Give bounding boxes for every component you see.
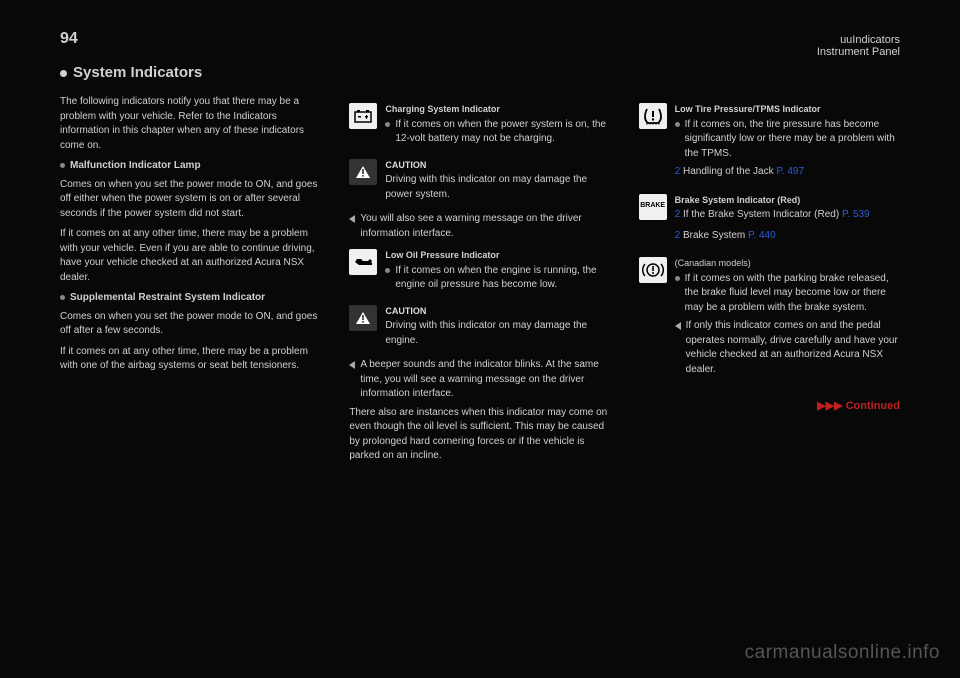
breadcrumb-line2: Instrument Panel	[817, 46, 900, 58]
brake-word: BRAKE	[640, 201, 665, 211]
heading-text: Malfunction Indicator Lamp	[70, 159, 201, 174]
caution-head: CAUTION	[385, 160, 426, 170]
caution-text: Driving with this indicator on may damag…	[385, 173, 610, 202]
brake-ca-bullet: If it comes on with the parking brake re…	[685, 272, 900, 316]
oil-footnote: There also are instances when this indic…	[349, 406, 610, 464]
restraint-item-1: Comes on when you set the power mode to …	[60, 310, 321, 339]
caution-icon	[349, 159, 377, 185]
bullet-icon	[385, 268, 390, 273]
heading-text: Supplemental Restraint System Indicator	[70, 291, 265, 306]
charging-label: Charging System Indicator	[385, 104, 500, 114]
intro-text: The following indicators notify you that…	[60, 95, 321, 153]
brake-label: Brake System Indicator (Red)	[675, 195, 801, 205]
brake-us-content: Brake System Indicator (Red) 2 If the Br…	[675, 194, 870, 250]
content-columns: The following indicators notify you that…	[60, 95, 900, 470]
bullet-icon	[675, 276, 680, 281]
watermark: carmanualsonline.info	[745, 642, 940, 664]
brake-us-row: BRAKE Brake System Indicator (Red) 2 If …	[639, 194, 900, 250]
link-text: Brake System	[683, 230, 745, 241]
battery-icon	[349, 103, 377, 129]
tpms-bullet: If it comes on, the tire pressure has be…	[685, 118, 900, 162]
brake-link-1: 2 If the Brake System Indicator (Red) P.…	[675, 208, 870, 223]
caution-content: CAUTION Driving with this indicator on m…	[385, 159, 610, 209]
charging-bullet: If it comes on when the power system is …	[395, 118, 610, 147]
malf-item-1: Comes on when you set the power mode to …	[60, 178, 321, 222]
brake-ca-content: (Canadian models) If it comes on with th…	[675, 257, 900, 381]
brake-link-2: 2 Brake System P. 440	[675, 229, 870, 244]
oil-bullet: If it comes on when the engine is runnin…	[395, 264, 610, 293]
caution-head-2: CAUTION	[385, 306, 426, 316]
breadcrumb-line1: uuIndicators	[817, 34, 900, 46]
heading-malfunction: Malfunction Indicator Lamp	[60, 159, 321, 174]
section-title: System Indicators	[60, 64, 900, 81]
bullet-icon	[675, 122, 680, 127]
column-1: The following indicators notify you that…	[60, 95, 321, 470]
bullet-icon	[60, 163, 65, 168]
triangle-icon	[675, 322, 681, 330]
brake-ca-tri: If only this indicator comes on and the …	[686, 319, 900, 377]
link-page[interactable]: P. 440	[748, 230, 776, 241]
caution-row: CAUTION Driving with this indicator on m…	[349, 159, 610, 209]
tpms-label: Low Tire Pressure/TPMS Indicator	[675, 104, 821, 114]
column-3: Low Tire Pressure/TPMS Indicator If it c…	[639, 95, 900, 470]
brake-circle-icon	[639, 257, 667, 283]
link-page[interactable]: P. 497	[776, 166, 804, 177]
tpms-link-line: 2 Handling of the Jack P. 497	[675, 165, 900, 180]
bullet-icon	[385, 122, 390, 127]
page-header: 94 uuIndicators Instrument Panel	[60, 30, 900, 58]
tpms-content: Low Tire Pressure/TPMS Indicator If it c…	[675, 103, 900, 186]
column-2: Charging System Indicator If it comes on…	[349, 95, 610, 470]
brake-ca-row: (Canadian models) If it comes on with th…	[639, 257, 900, 381]
brake-text-icon: BRAKE	[639, 194, 667, 220]
charging-indicator-row: Charging System Indicator If it comes on…	[349, 103, 610, 151]
restraint-item-2: If it comes on at any other time, there …	[60, 345, 321, 374]
oil-tri-note: A beeper sounds and the indicator blinks…	[360, 358, 610, 402]
bullet-icon	[60, 70, 67, 77]
breadcrumb: uuIndicators Instrument Panel	[817, 34, 900, 58]
caution-row-2: CAUTION Driving with this indicator on m…	[349, 305, 610, 355]
caution-content-2: CAUTION Driving with this indicator on m…	[385, 305, 610, 355]
link-prefix[interactable]: 2	[675, 209, 681, 220]
triangle-icon	[349, 215, 355, 223]
ca-label: (Canadian models)	[675, 258, 751, 268]
malf-item-2: If it comes on at any other time, there …	[60, 227, 321, 285]
caution-text-2: Driving with this indicator on may damag…	[385, 319, 610, 348]
link-prefix[interactable]: 2	[675, 230, 681, 241]
page-number: 94	[60, 30, 78, 48]
bullet-icon	[60, 295, 65, 300]
link-text: If the Brake System Indicator (Red)	[683, 209, 839, 220]
oil-indicator-row: Low Oil Pressure Indicator If it comes o…	[349, 249, 610, 297]
tpms-icon	[639, 103, 667, 129]
oil-content: Low Oil Pressure Indicator If it comes o…	[385, 249, 610, 297]
oil-label: Low Oil Pressure Indicator	[385, 250, 499, 260]
oil-icon	[349, 249, 377, 275]
triangle-icon	[349, 361, 355, 369]
link-page[interactable]: P. 539	[842, 209, 870, 220]
caution-icon	[349, 305, 377, 331]
section-title-text: System Indicators	[73, 64, 202, 81]
heading-restraint: Supplemental Restraint System Indicator	[60, 291, 321, 306]
manual-page: 94 uuIndicators Instrument Panel System …	[0, 0, 960, 490]
charging-content: Charging System Indicator If it comes on…	[385, 103, 610, 151]
continued-marker: ▶▶▶ Continued	[639, 399, 900, 415]
link-text: Handling of the Jack	[683, 166, 774, 177]
tpms-row: Low Tire Pressure/TPMS Indicator If it c…	[639, 103, 900, 186]
charge-note: You will also see a warning message on t…	[360, 212, 610, 241]
link-prefix[interactable]: 2	[675, 166, 681, 177]
